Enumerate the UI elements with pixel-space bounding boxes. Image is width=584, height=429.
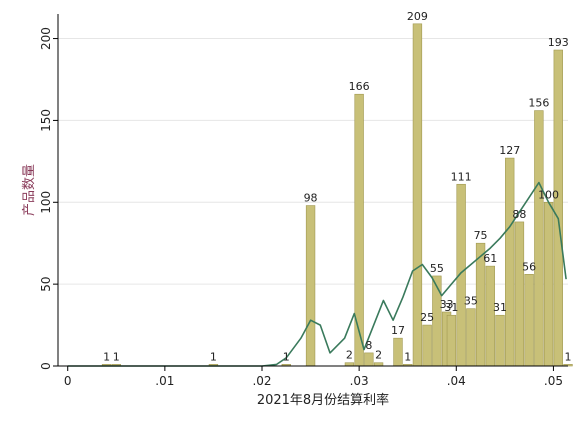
- bar-value-label: 193: [548, 36, 569, 49]
- bar-value-label: 55: [430, 262, 444, 275]
- bar-value-label: 31: [493, 301, 507, 314]
- bar-value-label: 127: [499, 144, 520, 157]
- x-tick-label: 0: [64, 374, 72, 388]
- bar: [514, 221, 525, 367]
- y-tick-label: 150: [39, 109, 53, 132]
- bar-value-label: 166: [349, 80, 370, 93]
- bar-value-label: 111: [451, 170, 472, 183]
- bar: [466, 308, 476, 367]
- x-tick-label: .01: [155, 374, 174, 388]
- x-tick-label: .02: [252, 374, 271, 388]
- y-tick-label: 0: [39, 362, 53, 370]
- bar-value-label: 61: [483, 252, 497, 265]
- bar: [553, 49, 563, 367]
- bar-value-label: 2: [375, 349, 382, 362]
- bar-value-label: 33: [440, 298, 454, 311]
- bar-value-label: 156: [528, 97, 549, 110]
- bar-value-label: 1: [283, 350, 290, 363]
- bar-value-label: 56: [522, 260, 536, 273]
- y-axis-label: 产品数量: [22, 164, 37, 216]
- axes: 0 50 100 150 200 0 .01 .02 .03 .04 .05: [39, 14, 568, 388]
- bar-value-label: 2: [346, 349, 353, 362]
- y-tick-label: 200: [39, 27, 53, 50]
- bar-value-label: 1: [113, 350, 120, 363]
- bar-value-label: 98: [304, 192, 318, 205]
- bar-value-label: 1: [210, 350, 217, 363]
- bar: [485, 265, 495, 367]
- x-axis-label: 2021年8月份结算利率: [257, 392, 389, 408]
- y-tick-label: 50: [39, 276, 53, 291]
- bar-value-label: 1: [404, 350, 411, 363]
- bar: [495, 314, 505, 367]
- bar-value-label: 35: [464, 295, 478, 308]
- bar-value-label: 209: [407, 10, 428, 23]
- bar-value-label: 17: [391, 324, 405, 337]
- bar-value-label: 88: [512, 208, 526, 221]
- bar-value-label: 1: [565, 350, 572, 363]
- bar: [446, 314, 457, 367]
- bar: [422, 324, 432, 367]
- bars: [101, 23, 573, 367]
- data-labels: 1 1 1 1982166821712092555333111135756131127…: [103, 10, 571, 364]
- x-tick-label: .05: [544, 374, 563, 388]
- bar: [364, 352, 374, 367]
- density-line: [67, 181, 567, 367]
- bar: [354, 93, 364, 367]
- bar-value-label: 1: [103, 350, 110, 363]
- bar-value-label: 25: [420, 311, 434, 324]
- bar: [393, 337, 403, 367]
- density-curve: [67, 181, 567, 367]
- bar: [534, 110, 544, 367]
- bar-value-label: 75: [474, 229, 488, 242]
- bar-value-label: 8: [365, 339, 372, 352]
- bar-value-label: 31: [444, 301, 458, 314]
- bar: [305, 205, 316, 367]
- x-tick-label: .04: [447, 374, 466, 388]
- bar: [505, 157, 515, 367]
- bar: [524, 274, 534, 367]
- x-tick-label: .03: [350, 374, 369, 388]
- bar: [543, 201, 554, 367]
- y-tick-label: 100: [39, 191, 53, 214]
- bar-value-label: 100: [538, 188, 559, 201]
